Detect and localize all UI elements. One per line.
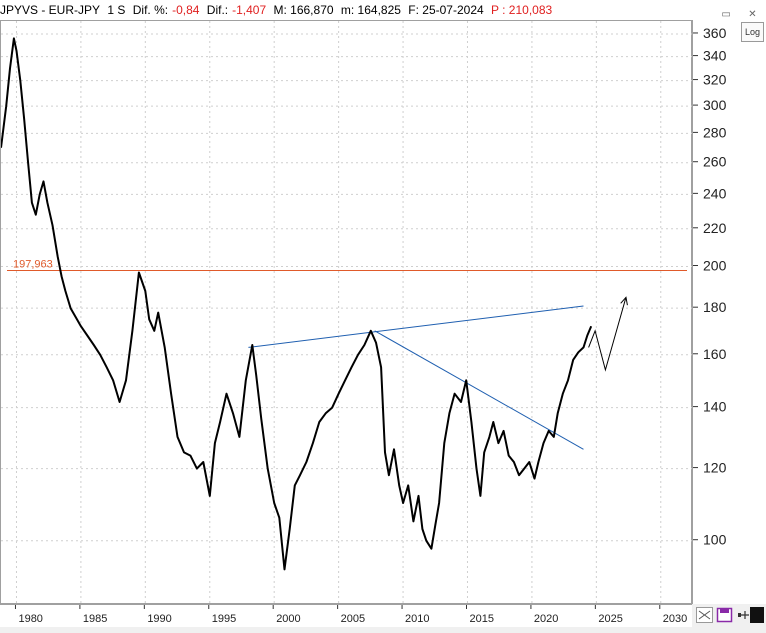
min-label: m: 164,825 [340, 3, 401, 17]
trendline-upper [248, 305, 584, 348]
color-square-icon[interactable] [750, 607, 764, 623]
restore-icon[interactable]: ▭ [721, 9, 731, 20]
x-tick-label: 1980 [18, 613, 42, 625]
log-scale-button[interactable]: Log [741, 22, 764, 42]
x-tick-label: 2005 [341, 613, 365, 625]
y-tick-label: 360 [703, 25, 727, 41]
price-label: P : 210,083 [491, 3, 553, 17]
symbol-label: JPYVS - EUR-JPY [0, 3, 101, 17]
x-tick-label: 2025 [598, 613, 622, 625]
forecast-arrowhead [620, 296, 628, 306]
close-icon[interactable]: ✕ [748, 9, 757, 20]
dif-value: -1,407 [232, 3, 267, 17]
y-axis-svg: 100 120 140 160 180 200 220 240 260 280 300 320 340 3… [693, 25, 727, 548]
pin-icon[interactable] [736, 607, 753, 623]
y-tick-label: 180 [703, 299, 727, 315]
resistance-label: 197,963 [13, 259, 53, 271]
chart-header: JPYVS - EUR-JPY 1 S Dif. %: -0,84 Dif.: -1… [0, 0, 766, 20]
interval-label: 1 S [107, 3, 126, 17]
window-buttons: ▭ ✕ [713, 3, 762, 23]
y-tick-label: 120 [703, 460, 727, 476]
y-tick-label: 140 [703, 399, 727, 415]
dif-pct-value: -0,84 [172, 3, 200, 17]
y-axis[interactable]: 100 120 140 160 180 200 220 240 260 280 300 320 340 3… [692, 20, 766, 604]
date-label: F: 25-07-2024 [408, 3, 484, 17]
y-tick-label: 280 [703, 124, 727, 140]
y-tick-label: 260 [703, 154, 727, 170]
toolbar-corner [692, 604, 766, 627]
y-tick-label: 200 [703, 257, 727, 273]
x-tick-label: 1995 [212, 613, 236, 625]
y-tick-label: 220 [703, 220, 727, 236]
price-chart: 197,963 [0, 21, 693, 605]
save-icon[interactable] [716, 607, 733, 623]
y-tick-label: 160 [703, 346, 727, 362]
x-axis-svg: 1980 1985 1990 1995 2000 2005 2010 2015 2020 2025… [14, 605, 687, 625]
x-tick-label: 1985 [83, 613, 107, 625]
dif-pct-label: Dif. %: [132, 3, 169, 17]
x-tick-label: 2010 [405, 613, 429, 625]
max-label: M: 166,870 [273, 3, 334, 17]
x-tick-label: 2015 [469, 613, 493, 625]
y-tick-label: 320 [703, 72, 727, 88]
scroll-icon[interactable] [696, 607, 713, 623]
price-line [0, 37, 593, 571]
y-tick-label: 240 [703, 185, 727, 201]
x-tick-label: 2000 [276, 613, 300, 625]
y-tick-label: 340 [703, 48, 727, 64]
y-tick-label: 100 [703, 532, 727, 548]
dif-label: Dif.: [206, 3, 229, 17]
x-tick-label: 2030 [663, 613, 687, 625]
trendline-lower [374, 330, 584, 450]
plot-area[interactable]: 197,963 [0, 20, 693, 605]
x-tick-label: 2020 [534, 613, 558, 625]
y-tick-label: 300 [703, 97, 727, 113]
forecast-path [588, 297, 627, 372]
x-tick-label: 1990 [147, 613, 171, 625]
x-axis[interactable]: 1980 1985 1990 1995 2000 2005 2010 2015 2020 2025… [0, 604, 692, 627]
